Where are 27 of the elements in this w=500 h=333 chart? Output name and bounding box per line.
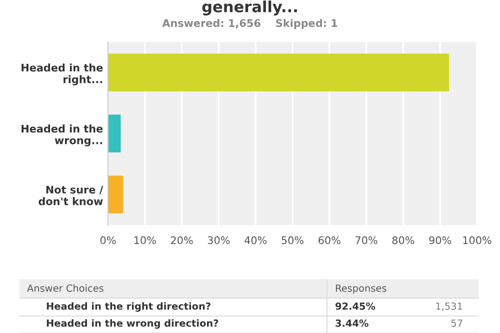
text: Responses [336,284,386,294]
bar [108,54,450,92]
x-tick-label: 0% [100,236,116,244]
text: 92.45% [336,302,376,310]
x-tick-label: 10% [134,236,156,244]
x-tick-label: 100% [463,236,492,244]
text: Answer Choices [27,284,104,292]
text: Headed in the right direction? [46,302,210,312]
chart-subtitle: Answered: 1,656 Skipped: 1 [162,18,338,30]
y-tick-label: Headed in the right... [22,64,103,86]
text: 3.44% [336,319,368,327]
bar [108,176,124,214]
x-tick-label: 50% [282,236,304,244]
x-tick-label: 90% [429,236,452,244]
x-tick-label: 20% [170,236,193,244]
x-tick-label: 70% [356,236,378,244]
chart-title: generally... [202,0,297,16]
y-tick-label: Not sure / don't know [38,186,104,206]
bar [108,114,121,152]
x-tick-label: 80% [392,236,414,244]
x-tick-label: 40% [244,236,267,244]
x-tick-label: 60% [318,236,340,244]
x-tick-label: 30% [208,236,230,244]
text: 1,531 [436,302,462,311]
y-tick-label: Headed in the wrong... [22,124,103,146]
text: Headed in the wrong direction? [46,319,218,329]
text: 57 [451,320,462,327]
